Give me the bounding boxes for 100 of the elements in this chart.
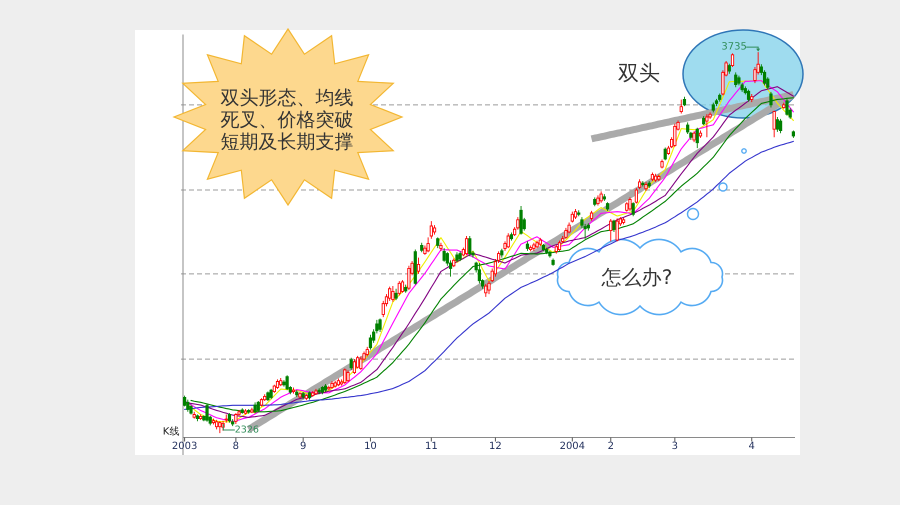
x-tick-label: 8: [232, 441, 240, 452]
candlestick: [218, 420, 222, 434]
x-tick-label: 11: [424, 441, 438, 452]
candlestick: [327, 385, 330, 391]
candlestick: [660, 159, 664, 169]
candlestick: [712, 102, 715, 113]
candlestick: [276, 378, 280, 390]
candlestick: [680, 99, 683, 114]
candlestick: [792, 130, 795, 138]
annotation: 双头: [618, 61, 660, 85]
candlestick: [734, 72, 738, 88]
candlestick: [430, 220, 433, 240]
candlestick: [270, 388, 273, 400]
candlestick: [644, 181, 648, 192]
candlestick: [442, 248, 446, 262]
candlestick: [266, 391, 270, 402]
annotation: 双头形态、均线死叉、价格突破短期及长期支撑: [220, 87, 354, 153]
x-tick-label: 9: [300, 441, 306, 452]
candlestick: [464, 236, 468, 256]
candlestick: [545, 247, 548, 255]
candlestick: [302, 392, 305, 400]
candlestick: [510, 232, 514, 242]
candlestick: [778, 118, 782, 134]
candlestick: [500, 248, 504, 258]
candlestick: [391, 286, 394, 302]
candlestick: [702, 116, 706, 126]
annotation: 怎么办?: [600, 265, 672, 289]
candlestick: [538, 237, 542, 246]
x-tick-label: 12: [489, 441, 502, 452]
candlestick: [458, 250, 462, 262]
x-tick-label: 2003: [172, 441, 198, 452]
candlestick: [750, 94, 754, 103]
candlestick: [468, 236, 472, 257]
candlestick: [420, 242, 424, 253]
candlestick: [292, 387, 296, 394]
candlestick: [728, 63, 731, 74]
candlestick: [320, 386, 324, 395]
candlestick: [574, 208, 578, 220]
candlestick: [570, 211, 574, 223]
candlestick: [654, 173, 658, 182]
candlestick: [746, 89, 750, 102]
candlestick: [535, 240, 539, 249]
candlestick: [551, 258, 555, 266]
candlestick: [407, 265, 410, 291]
candlestick: [308, 391, 312, 400]
candlestick: [772, 110, 776, 138]
candlestick: [286, 374, 289, 391]
candlestick: [336, 378, 340, 387]
candlestick: [692, 130, 696, 143]
candlestick: [359, 356, 362, 370]
candlestick: [366, 346, 369, 357]
candlestick: [698, 130, 702, 138]
candlestick: [426, 236, 430, 253]
candlestick: [250, 407, 254, 414]
candlestick: [593, 196, 596, 207]
x-tick-label: 2004: [560, 441, 586, 452]
candlestick: [602, 194, 606, 202]
candlestick: [352, 358, 356, 374]
candlestick: [394, 288, 398, 301]
candlestick: [641, 180, 644, 187]
candlestick: [234, 412, 238, 424]
candlestick: [228, 412, 232, 424]
x-tick-label: 4: [748, 441, 755, 452]
candlestick: [648, 180, 651, 189]
candlestick: [664, 147, 667, 161]
candlestick: [609, 218, 612, 242]
candlestick: [596, 194, 600, 206]
candlestick: [324, 384, 328, 393]
candlestick: [436, 236, 440, 249]
candlestick: [577, 210, 580, 217]
candlestick: [705, 114, 708, 138]
candlestick: [506, 232, 510, 249]
candlestick: [432, 224, 436, 236]
candlestick: [548, 250, 552, 258]
candlestick: [673, 123, 676, 148]
candlestick: [452, 258, 456, 268]
candlestick: [192, 411, 196, 420]
candlestick: [730, 52, 734, 68]
candlestick: [532, 242, 536, 252]
candlestick: [330, 380, 334, 390]
candlestick: [311, 390, 314, 398]
candlestick: [215, 419, 218, 430]
candlestick: [398, 280, 401, 296]
candlestick: [484, 283, 488, 298]
x-tick-label: 10: [364, 441, 377, 452]
x-tick-label: 2: [608, 441, 614, 452]
candlestick: [298, 392, 302, 399]
candlestick: [196, 414, 200, 422]
candlestick: [600, 190, 603, 204]
candlestick: [400, 280, 404, 294]
candlestick: [519, 206, 523, 236]
candlestick: [650, 172, 654, 182]
candlestick: [244, 408, 248, 415]
candlestick: [634, 188, 638, 204]
candlestick: [554, 244, 558, 254]
candlestick: [378, 318, 382, 332]
candlestick: [590, 210, 594, 222]
x-tick-label: 3: [672, 441, 678, 452]
candlestick: [625, 202, 628, 212]
candlestick: [632, 202, 635, 217]
